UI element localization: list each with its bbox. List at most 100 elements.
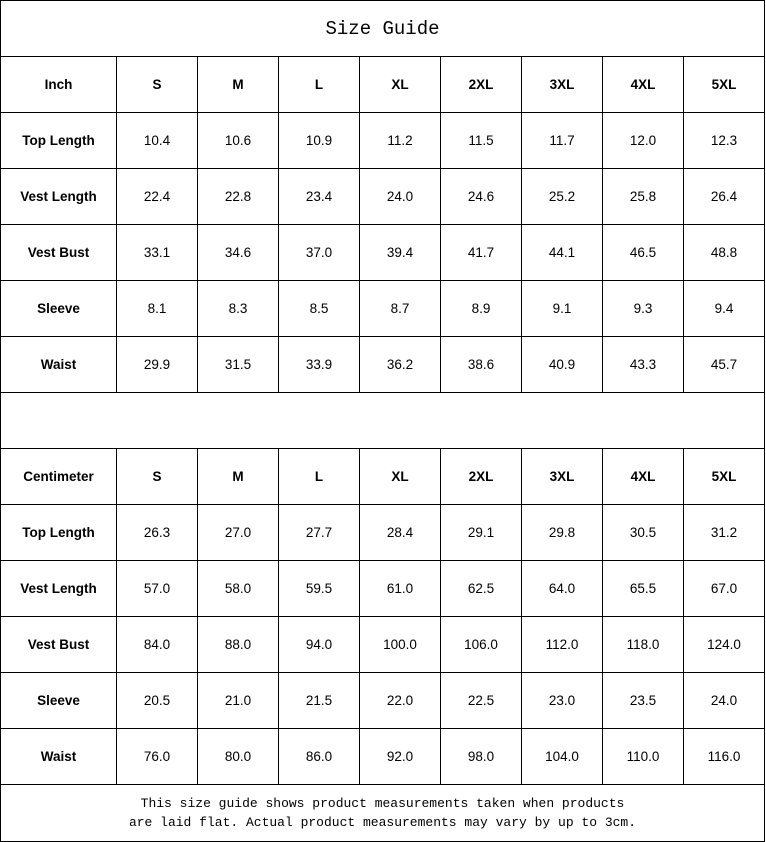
measurement-cell: 33.1	[116, 224, 198, 281]
measurement-cell: 61.0	[359, 560, 441, 617]
unit-header: Centimeter	[0, 448, 117, 505]
table-row: Sleeve 20.5 21.0 21.5 22.0 22.5 23.0 23.5 24.0	[0, 672, 765, 729]
size-header: 5XL	[683, 56, 765, 113]
measurement-cell: 84.0	[116, 616, 198, 673]
measurement-cell: 26.4	[683, 168, 765, 225]
spacer-row	[0, 392, 765, 449]
size-header: 2XL	[440, 56, 522, 113]
title-row: Size Guide	[0, 0, 765, 57]
measurement-cell: 44.1	[521, 224, 603, 281]
measurement-cell: 76.0	[116, 728, 198, 785]
measurement-cell: 31.2	[683, 504, 765, 561]
size-header: L	[278, 448, 360, 505]
measurement-cell: 59.5	[278, 560, 360, 617]
measurement-cell: 23.4	[278, 168, 360, 225]
measurement-cell: 10.6	[197, 112, 279, 169]
size-header: XL	[359, 448, 441, 505]
header-row-centimeter: Centimeter S M L XL 2XL 3XL 4XL 5XL	[0, 448, 765, 505]
table-row: Vest Length 22.4 22.8 23.4 24.0 24.6 25.2 25.8 2…	[0, 168, 765, 225]
table-row: Sleeve 8.1 8.3 8.5 8.7 8.9 9.1 9.3 9.4	[0, 280, 765, 337]
measurement-cell: 23.0	[521, 672, 603, 729]
measurement-cell: 9.3	[602, 280, 684, 337]
measurement-cell: 37.0	[278, 224, 360, 281]
measurement-cell: 88.0	[197, 616, 279, 673]
measurement-cell: 21.0	[197, 672, 279, 729]
row-label: Waist	[0, 728, 117, 785]
measurement-cell: 116.0	[683, 728, 765, 785]
measurement-cell: 12.3	[683, 112, 765, 169]
measurement-cell: 24.6	[440, 168, 522, 225]
size-header: S	[116, 56, 198, 113]
measurement-cell: 31.5	[197, 336, 279, 393]
size-header: 3XL	[521, 56, 603, 113]
measurement-cell: 62.5	[440, 560, 522, 617]
row-label: Vest Bust	[0, 616, 117, 673]
measurement-cell: 124.0	[683, 616, 765, 673]
note-line-1: This size guide shows product measuremen…	[140, 796, 625, 811]
measurement-cell: 86.0	[278, 728, 360, 785]
measurement-cell: 8.9	[440, 280, 522, 337]
measurement-cell: 41.7	[440, 224, 522, 281]
measurement-cell: 29.8	[521, 504, 603, 561]
measurement-cell: 27.0	[197, 504, 279, 561]
table-row: Top Length 26.3 27.0 27.7 28.4 29.1 29.8 30.5 31…	[0, 504, 765, 561]
measurement-cell: 29.1	[440, 504, 522, 561]
measurement-cell: 11.5	[440, 112, 522, 169]
size-header: 4XL	[602, 448, 684, 505]
measurement-cell: 110.0	[602, 728, 684, 785]
table-row: Vest Length 57.0 58.0 59.5 61.0 62.5 64.0 65.5 6…	[0, 560, 765, 617]
measurement-cell: 36.2	[359, 336, 441, 393]
size-header: 5XL	[683, 448, 765, 505]
spacer-cell	[0, 392, 765, 449]
table-row: Vest Bust 84.0 88.0 94.0 100.0 106.0 112.0 118.…	[0, 616, 765, 673]
measurement-cell: 23.5	[602, 672, 684, 729]
measurement-cell: 34.6	[197, 224, 279, 281]
size-header: 3XL	[521, 448, 603, 505]
measurement-cell: 46.5	[602, 224, 684, 281]
measurement-cell: 65.5	[602, 560, 684, 617]
measurement-cell: 57.0	[116, 560, 198, 617]
row-label: Vest Length	[0, 560, 117, 617]
measurement-cell: 8.7	[359, 280, 441, 337]
measurement-cell: 39.4	[359, 224, 441, 281]
measurement-cell: 10.4	[116, 112, 198, 169]
measurement-cell: 106.0	[440, 616, 522, 673]
measurement-cell: 9.4	[683, 280, 765, 337]
row-label: Waist	[0, 336, 117, 393]
measurement-cell: 80.0	[197, 728, 279, 785]
measurement-cell: 38.6	[440, 336, 522, 393]
measurement-cell: 8.1	[116, 280, 198, 337]
row-label: Top Length	[0, 112, 117, 169]
size-header: M	[197, 448, 279, 505]
measurement-cell: 11.2	[359, 112, 441, 169]
note-row: This size guide shows product measuremen…	[0, 784, 765, 842]
measurement-cell: 9.1	[521, 280, 603, 337]
measurement-cell: 94.0	[278, 616, 360, 673]
measurement-cell: 24.0	[359, 168, 441, 225]
page-title: Size Guide	[0, 0, 765, 57]
measurement-cell: 58.0	[197, 560, 279, 617]
size-header: S	[116, 448, 198, 505]
measurement-cell: 25.8	[602, 168, 684, 225]
measurement-cell: 40.9	[521, 336, 603, 393]
measurement-cell: 48.8	[683, 224, 765, 281]
size-header: XL	[359, 56, 441, 113]
measurement-cell: 27.7	[278, 504, 360, 561]
measurement-cell: 22.8	[197, 168, 279, 225]
measurement-cell: 92.0	[359, 728, 441, 785]
measurement-cell: 28.4	[359, 504, 441, 561]
unit-header: Inch	[0, 56, 117, 113]
row-label: Vest Bust	[0, 224, 117, 281]
row-label: Vest Length	[0, 168, 117, 225]
size-header: 2XL	[440, 448, 522, 505]
row-label: Sleeve	[0, 672, 117, 729]
measurement-cell: 24.0	[683, 672, 765, 729]
measurement-cell: 33.9	[278, 336, 360, 393]
measurement-cell: 45.7	[683, 336, 765, 393]
table-row: Top Length 10.4 10.6 10.9 11.2 11.5 11.7 12.0 12…	[0, 112, 765, 169]
measurement-cell: 12.0	[602, 112, 684, 169]
measurement-cell: 20.5	[116, 672, 198, 729]
table-row: Waist 29.9 31.5 33.9 36.2 38.6 40.9 43.3 45.7	[0, 336, 765, 393]
measurement-cell: 118.0	[602, 616, 684, 673]
